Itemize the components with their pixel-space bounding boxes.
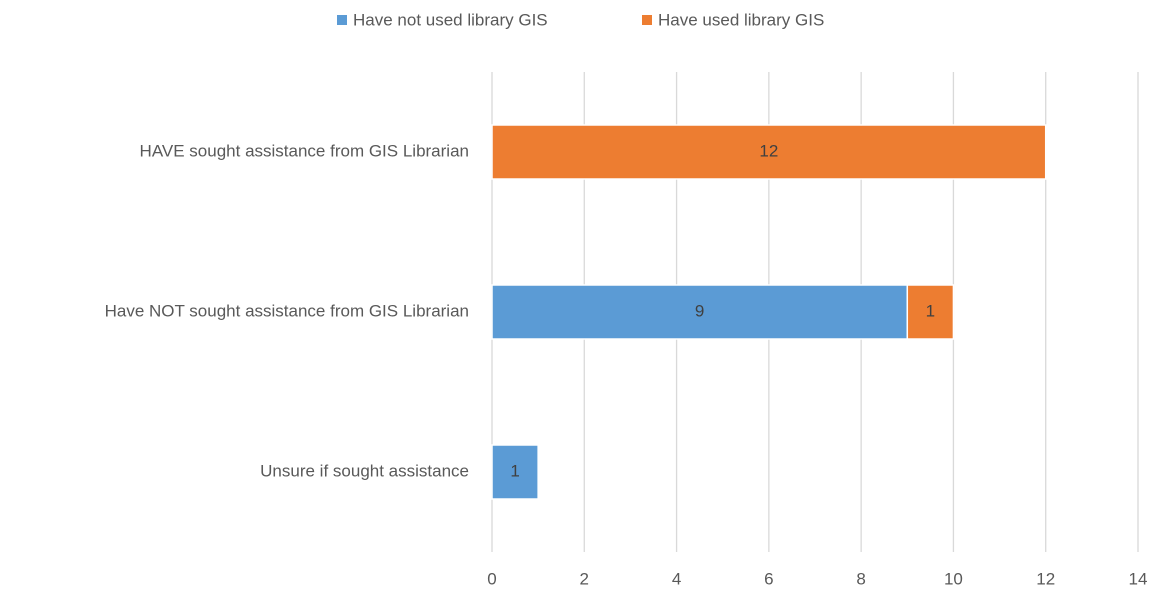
x-tick-label: 6 <box>764 569 773 588</box>
data-label: 1 <box>926 301 935 320</box>
data-label: 1 <box>510 461 519 480</box>
bar <box>491 284 909 340</box>
bar <box>491 444 539 500</box>
y-tick-label: Have NOT sought assistance from GIS Libr… <box>105 301 469 320</box>
data-label: 9 <box>695 301 704 320</box>
y-tick-label: HAVE sought assistance from GIS Libraria… <box>140 141 469 160</box>
x-tick-label: 4 <box>672 569 681 588</box>
y-tick-label: Unsure if sought assistance <box>260 461 469 480</box>
legend-label: Have used library GIS <box>658 10 824 29</box>
x-tick-label: 10 <box>944 569 963 588</box>
x-tick-label: 0 <box>487 569 496 588</box>
x-tick-label: 12 <box>1036 569 1055 588</box>
x-tick-label: 8 <box>856 569 865 588</box>
legend-swatch <box>642 15 652 25</box>
legend-label: Have not used library GIS <box>353 10 548 29</box>
bar <box>906 284 955 340</box>
legend-swatch <box>337 15 347 25</box>
bar <box>491 124 1047 180</box>
x-tick-label: 2 <box>580 569 589 588</box>
x-tick-label: 14 <box>1129 569 1148 588</box>
data-label: 12 <box>759 141 778 160</box>
